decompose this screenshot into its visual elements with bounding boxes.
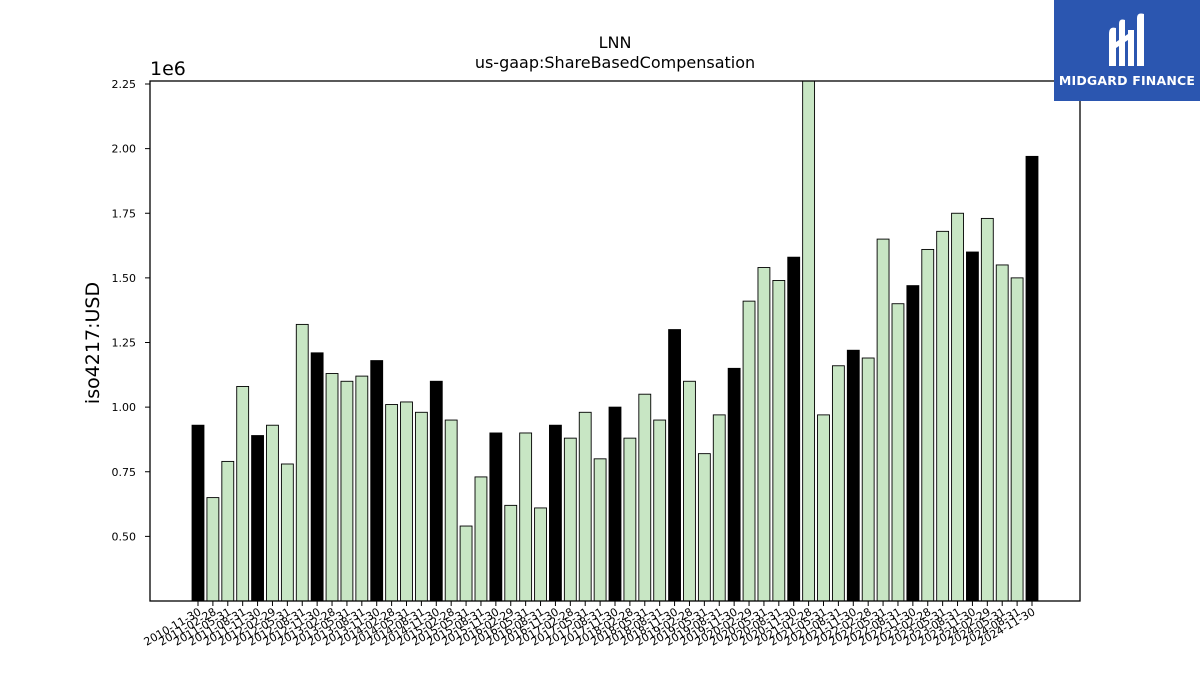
bar-quarterly [221,460,235,602]
bar-annual [310,352,324,602]
bar-quarterly [266,424,279,602]
bar-quarterly [712,414,726,602]
bar-quarterly [236,385,250,602]
chart-title: LNN [599,33,632,52]
bar-quarterly [936,230,950,602]
bar-quarterly [385,404,399,602]
midgard-finance-logo: MIDGARD FINANCE [1054,0,1200,101]
bar-quarterly [653,419,667,602]
bar-annual [370,360,384,602]
bar-quarterly [876,238,890,602]
y-tick-label: 1.00 [112,401,137,414]
bar-quarterly [772,280,786,602]
bar-annual [549,424,562,602]
bar-annual [906,285,920,602]
y-tick-label: 1.50 [112,272,137,285]
bar-annual [489,432,503,602]
bar-quarterly [638,393,652,602]
bar-quarterly [1010,277,1024,602]
bar-quarterly [578,411,592,602]
bar-annual [787,256,801,602]
bar-quarterly [802,80,816,602]
y-tick-label: 1.25 [112,337,137,350]
bar-quarterly [817,414,830,602]
bar-quarterly [280,463,294,602]
bar-quarterly [414,411,428,602]
bar-quarterly [325,373,339,602]
bar-quarterly [459,525,473,602]
brand-name: MIDGARD FINANCE [1058,73,1196,88]
y-tick-label: 0.50 [112,530,137,543]
bar-quarterly [474,476,488,602]
bar-quarterly [206,497,220,602]
bar-quarterly [831,365,845,602]
bar-quarterly [683,380,696,602]
bar-quarterly [355,375,369,602]
bar-quarterly [400,401,413,602]
bar-quarterly [980,217,994,602]
bar-annual [727,367,741,602]
bar-quarterly [995,264,1009,602]
bar-quarterly [757,267,771,602]
bar-quarterly [593,458,607,602]
y-tick-label: 0.75 [112,466,137,479]
bar-quarterly [891,303,905,602]
bar-annual [668,329,681,602]
bar-annual [608,406,622,602]
y-axis-label: iso4217:USD [82,282,104,404]
bar-quarterly [861,357,875,602]
bar-annual [429,380,443,602]
y-tick-label: 2.00 [112,143,137,156]
bar-quarterly [623,437,637,602]
bar-annual [966,251,979,602]
bar-quarterly [951,212,964,602]
bar-quarterly [697,453,711,602]
bar-quarterly [340,380,354,602]
plot-frame [149,80,1081,602]
bar-annual [1025,155,1039,602]
bar-quarterly [563,437,577,602]
bar-annual [251,435,264,602]
bar-quarterly [921,248,935,602]
bar-quarterly [295,323,309,602]
bar-quarterly [519,432,533,602]
bar-annual [846,349,860,602]
bar-quarterly [742,300,756,602]
bar-quarterly [534,507,547,602]
bar-quarterly [444,419,458,602]
bar-annual [191,424,205,602]
y-axis-multiplier: 1e6 [150,58,186,80]
y-tick-label: 1.75 [112,207,137,220]
y-tick-label: 2.25 [112,78,137,91]
midgard-m-logo-icon [1109,13,1144,67]
bar-quarterly [504,504,518,602]
chart-subtitle: us-gaap:ShareBasedCompensation [475,53,755,72]
